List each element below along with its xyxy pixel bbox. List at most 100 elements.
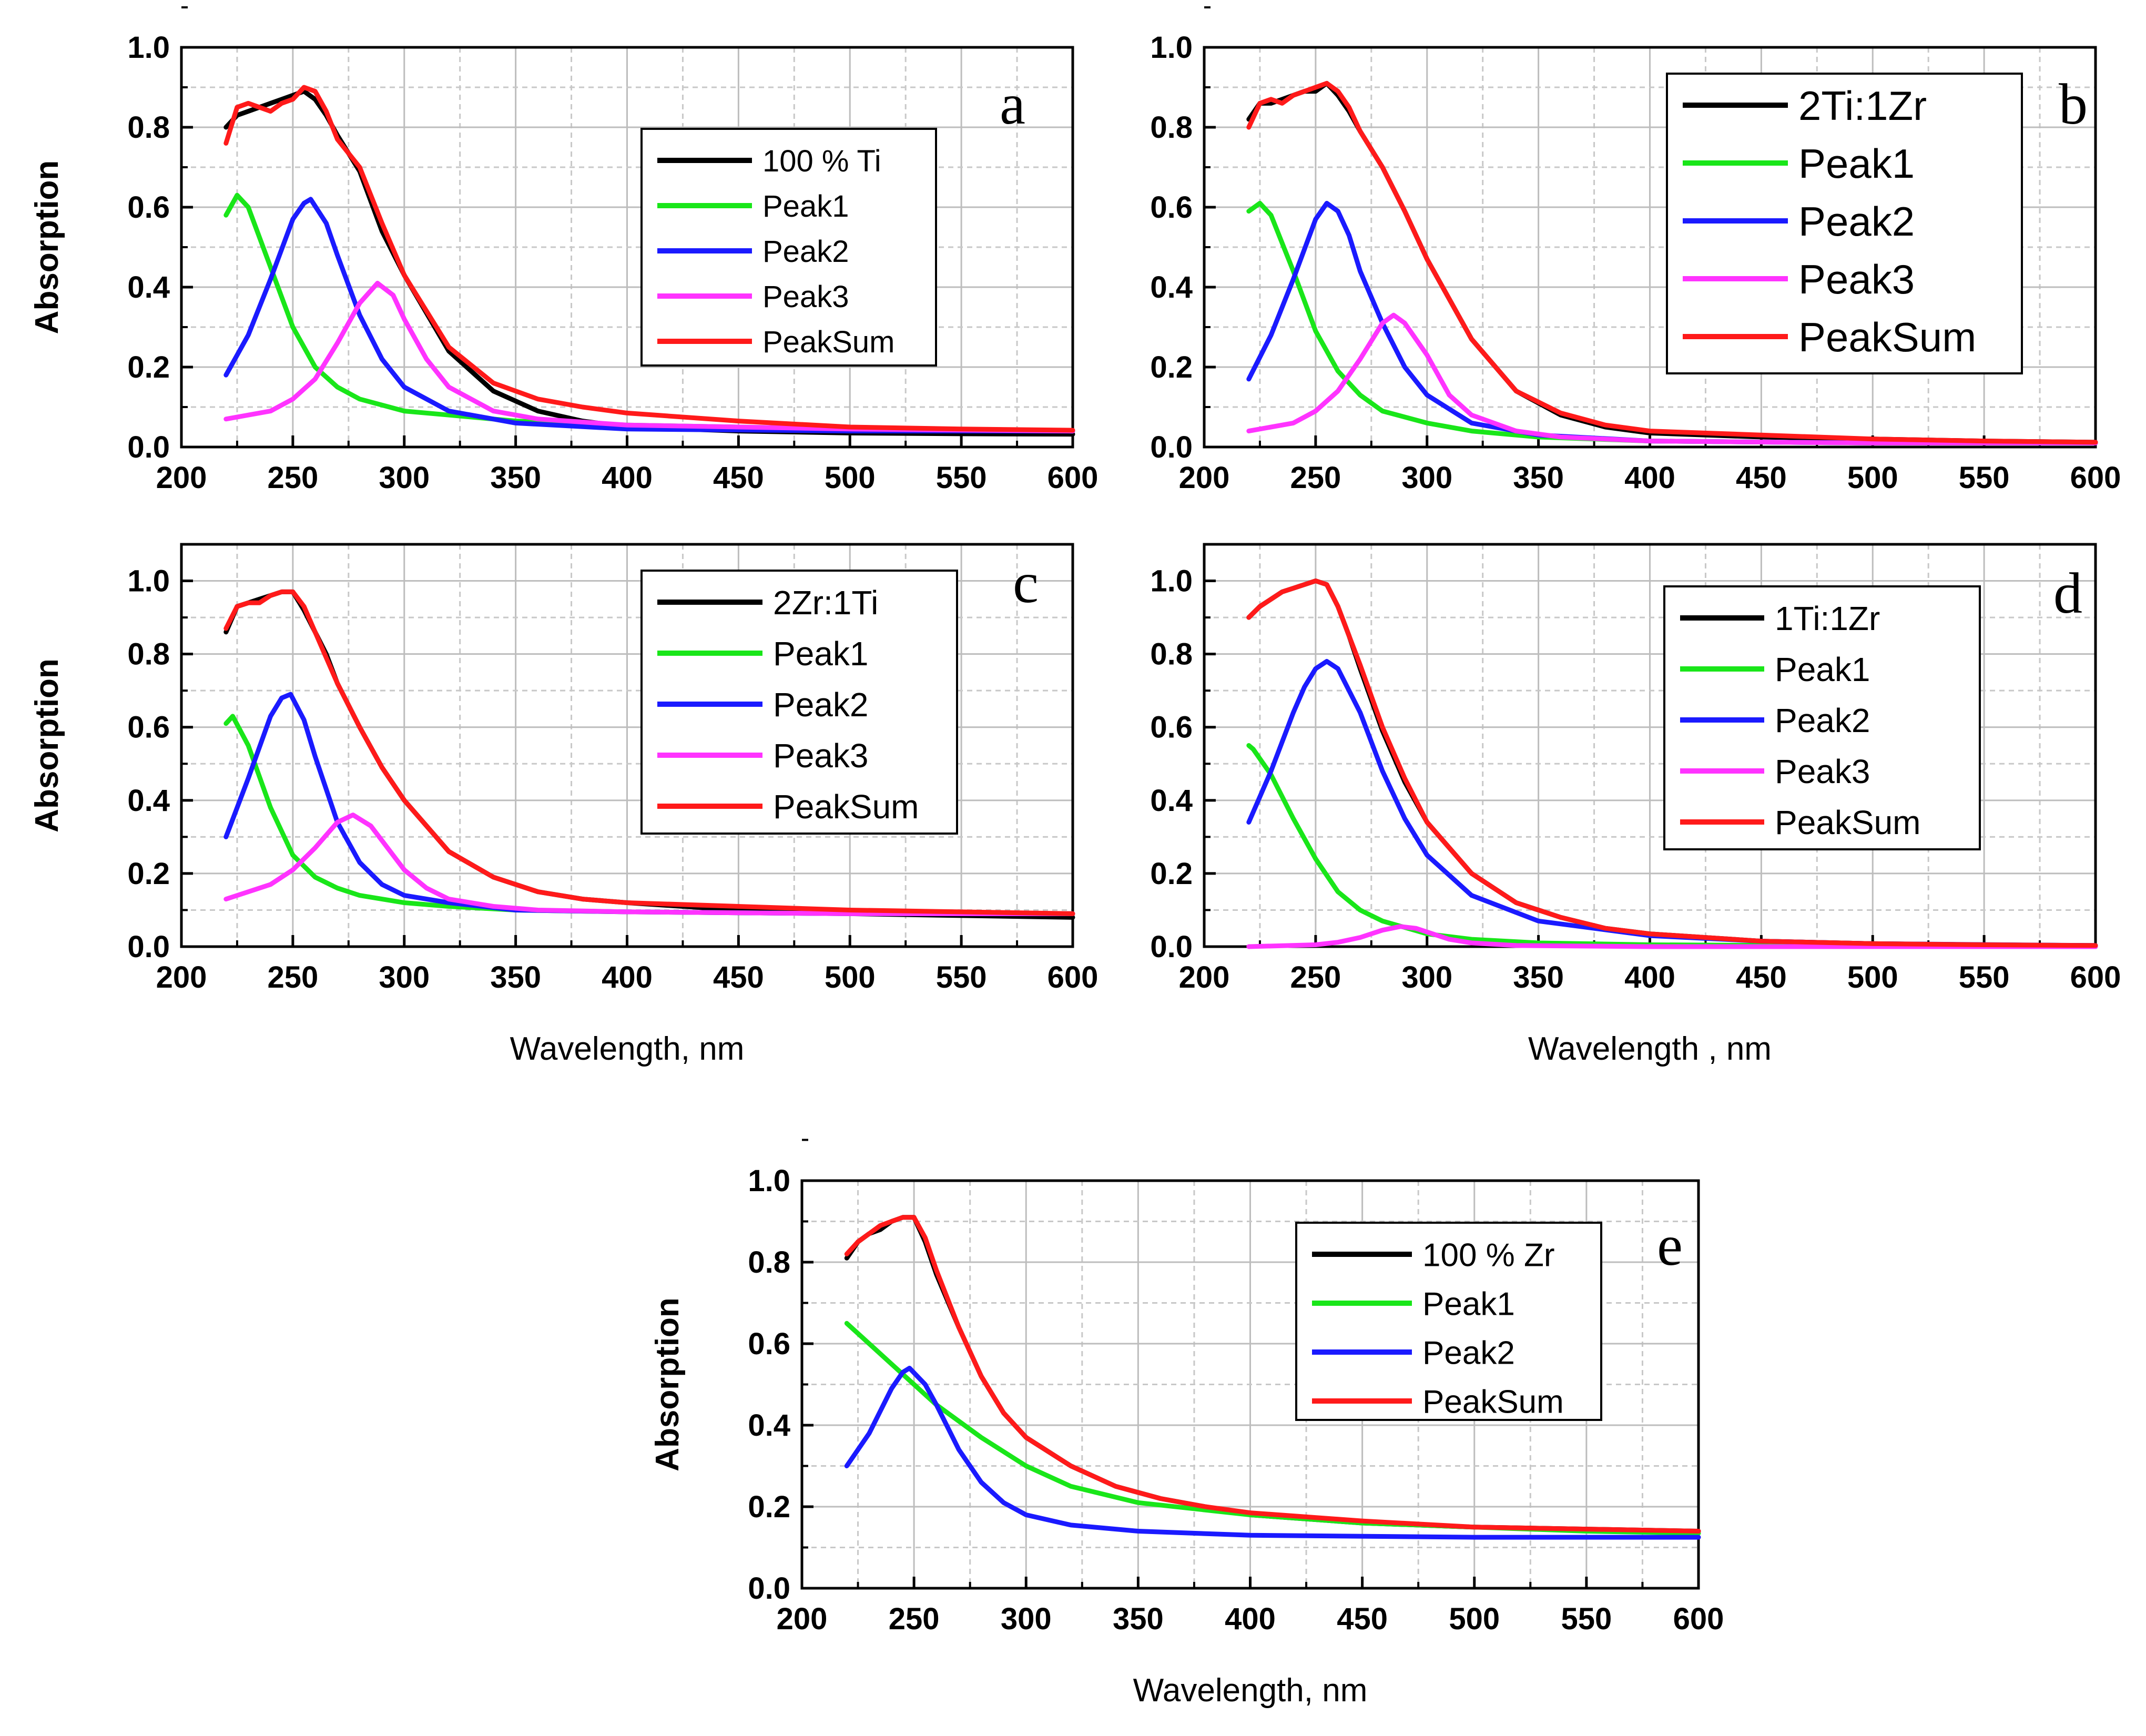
x-tick-label: 450 [713,461,764,495]
legend-label: 100 % Ti [762,144,881,178]
legend-label: Peak2 [1775,702,1870,739]
legend-label: PeakSum [1798,314,1976,360]
y-tick-label: 0.4 [1150,784,1193,818]
x-tick-label: 550 [1959,461,2010,495]
series-line-peak2 [223,197,1075,434]
x-tick-label: 450 [1736,960,1787,994]
x-tick-label: 350 [1513,960,1564,994]
x-tick-label: 300 [379,461,430,495]
x-axis-label: Wavelength, nm [1133,1672,1368,1709]
y-tick-label: 0.2 [127,350,170,384]
series-line-peak2 [844,1366,1701,1540]
x-tick-label: 400 [1624,461,1675,495]
panel-letter: c [1013,551,1039,615]
x-tick-label: 500 [825,461,876,495]
x-tick-label: 250 [1290,461,1341,495]
y-axis-label: Absorption [649,1297,686,1471]
series-line-peak3 [223,813,1075,916]
y-tick-label: 0.0 [748,1571,790,1606]
series-line-peaksum [223,589,1075,916]
y-tick-label: 0.4 [127,270,170,304]
x-tick-label: 550 [1959,960,2010,994]
chart-panel-b: 200 250 300 350 400 450 500 550 600 0.0 0.2 0.4 0.6 0… [1150,6,2121,495]
x-tick-label: 300 [1001,1602,1052,1636]
y-tick-label: 0.6 [1150,190,1193,225]
x-tick-label: 250 [267,960,318,994]
y-tick-label: 0.4 [127,784,170,818]
x-tick-label: 550 [936,960,987,994]
legend: 2Ti:1Zr Peak1 Peak2 Peak3 PeakSum [1666,73,2023,374]
y-tick-label: 0.8 [748,1245,790,1280]
legend-label: 100 % Zr [1422,1237,1555,1273]
x-tick-label: 200 [1179,461,1230,495]
x-axis-label: Wavelength , nm [1528,1031,1772,1067]
y-axis-label: Absorption [29,658,65,833]
x-tick-label: 300 [379,960,430,994]
legend-label: Peak1 [1775,651,1870,688]
y-tick-label: 0.0 [127,930,170,964]
y-tick-label: 0.6 [127,710,170,745]
panel-letter: a [1000,72,1025,136]
legend-label: Peak3 [1798,256,1915,302]
legend: 100 % Zr Peak1 Peak2 PeakSum [1295,1222,1602,1421]
panel-letter: b [2059,72,2088,136]
x-tick-label: 500 [825,960,876,994]
y-axis-label: Absorption [29,160,65,334]
y-tick-label: 0.8 [127,110,170,145]
series-line-peaksum [223,85,1075,433]
y-tick-label: 1.0 [1150,31,1193,65]
x-tick-label: 200 [156,960,207,994]
y-tick-label: 0.2 [127,857,170,891]
legend: 1Ti:1Zr Peak1 Peak2 Peak3 PeakSum [1663,585,1981,850]
x-tick-label: 550 [1561,1602,1612,1636]
y-tick-label: 1.0 [127,31,170,65]
series-line-peak3 [223,280,1075,434]
series-curves [1246,80,2098,445]
y-tick-label: 0.6 [127,190,170,225]
x-tick-label: 350 [490,960,541,994]
series-line-peak3 [1246,312,2098,445]
legend-label: Peak3 [762,280,849,314]
y-tick-label: 0.4 [1150,270,1193,304]
y-tick-label: 0.2 [1150,350,1193,384]
chart-panel-a: 200 250 300 350 400 450 500 550 600 0.0 0.2 0.4 0.6 0… [29,6,1098,495]
x-tick-label: 550 [936,461,987,495]
x-tick-label: 600 [1047,960,1099,994]
legend-label: Peak1 [773,635,868,673]
legend-label: 1Ti:1Zr [1775,600,1880,637]
series-line-peaksum [844,1215,1701,1534]
x-tick-label: 450 [1337,1602,1388,1636]
y-tick-label: 1.0 [1150,564,1193,598]
y-tick-label: 1.0 [127,564,170,598]
x-tick-label: 200 [156,461,207,495]
x-tick-label: 250 [1290,960,1341,994]
legend-label: PeakSum [1775,804,1920,841]
y-tick-label: 0.2 [1150,857,1193,891]
series-line-peak3 [1246,924,2098,949]
gridlines [181,47,1073,447]
legend-label: Peak2 [773,686,868,724]
x-tick-label: 400 [1624,960,1675,994]
chart-panel-e: 200 250 300 350 400 450 500 550 600 0.0 0.2 0.4 0.6 0… [649,1139,1724,1709]
x-tick-label: 500 [1449,1602,1500,1636]
legend-box [640,128,937,367]
x-tick-label: 250 [889,1602,940,1636]
x-tick-label: 600 [2070,461,2121,495]
panel-letter: d [2053,561,2082,625]
legend-label: Peak2 [762,235,849,269]
legend: 100 % Ti Peak1 Peak2 Peak3 PeakSum [640,128,937,367]
x-tick-label: 300 [1401,960,1452,994]
series-line-peaksum [1246,80,2098,445]
chart-panel-c: 200 250 300 350 400 450 500 550 600 0.0 0.2 0.4 0.6 0… [29,543,1099,1067]
series-line-peaksum [1246,578,2098,948]
legend-label: PeakSum [773,788,919,826]
legend-label: Peak3 [1775,753,1870,790]
x-tick-label: 200 [1179,960,1230,994]
x-tick-label: 400 [1225,1602,1276,1636]
series-curves [223,85,1075,437]
y-tick-label: 0.0 [1150,430,1193,464]
y-tick-label: 0.0 [1150,930,1193,964]
legend-label: 2Zr:1Ti [773,584,878,622]
x-tick-label: 450 [713,960,764,994]
